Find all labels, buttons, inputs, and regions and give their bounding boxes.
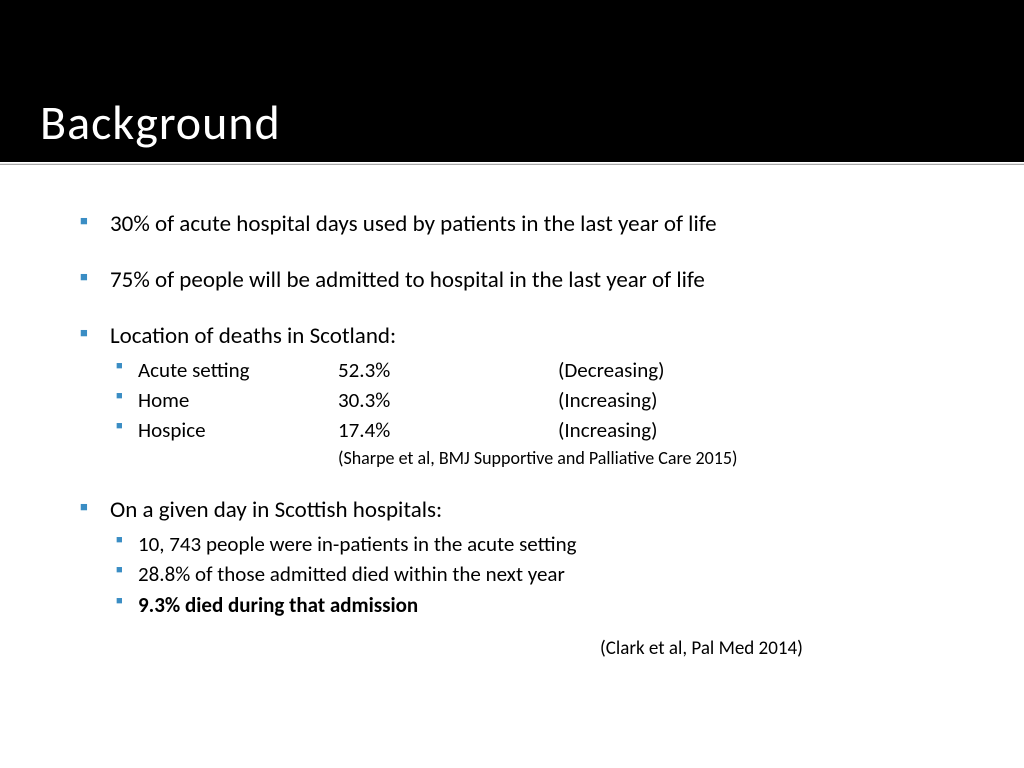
bullet-item: On a given day in Scottish hospitals: 10… — [80, 496, 964, 662]
bullet-text: On a given day in Scottish hospitals: — [110, 496, 442, 524]
locations-sublist: Acute setting 52.3% (Decreasing) Home 30… — [110, 356, 964, 445]
slide-header: Background — [0, 0, 1024, 162]
bullet-item: 75% of people will be admitted to hospit… — [80, 266, 964, 296]
location-trend: (Increasing) — [558, 386, 657, 414]
bullet-text: Location of deaths in Scotland: — [110, 322, 396, 350]
slide-body: 30% of acute hospital days used by patie… — [0, 165, 1024, 708]
sub-bullet-text-bold: 9.3% died during that admission — [138, 592, 418, 618]
location-pct: 17.4% — [338, 416, 558, 444]
sub-bullet-item: 9.3% died during that admission — [110, 591, 964, 619]
location-row: Home 30.3% (Increasing) — [110, 386, 964, 414]
location-pct: 52.3% — [338, 356, 558, 384]
location-pct: 30.3% — [338, 386, 558, 414]
location-name: Home — [138, 386, 338, 414]
location-trend: (Increasing) — [558, 416, 657, 444]
hospital-day-sublist: 10, 743 people were in-patients in the a… — [110, 530, 964, 619]
location-row: Hospice 17.4% (Increasing) — [110, 416, 964, 444]
main-bullet-list: 30% of acute hospital days used by patie… — [80, 210, 964, 662]
location-row: Acute setting 52.3% (Decreasing) — [110, 356, 964, 384]
bullet-item: 30% of acute hospital days used by patie… — [80, 210, 964, 240]
sub-bullet-item: 10, 743 people were in-patients in the a… — [110, 530, 964, 558]
sub-bullet-text: 28.8% of those admitted died within the … — [138, 561, 565, 587]
location-name: Acute setting — [138, 356, 338, 384]
sub-bullet-item: 28.8% of those admitted died within the … — [110, 560, 964, 588]
location-name: Hospice — [138, 416, 338, 444]
sub-bullet-text: 10, 743 people were in-patients in the a… — [138, 531, 577, 557]
citation-sharpe: (Sharpe et al, BMJ Supportive and Pallia… — [110, 447, 964, 470]
citation-clark: (Clark et al, Pal Med 2014) — [110, 637, 964, 662]
location-trend: (Decreasing) — [558, 356, 665, 384]
bullet-text: 75% of people will be admitted to hospit… — [110, 266, 705, 294]
slide-title: Background — [40, 93, 281, 152]
bullet-text: 30% of acute hospital days used by patie… — [110, 210, 717, 238]
bullet-item: Location of deaths in Scotland: Acute se… — [80, 322, 964, 470]
